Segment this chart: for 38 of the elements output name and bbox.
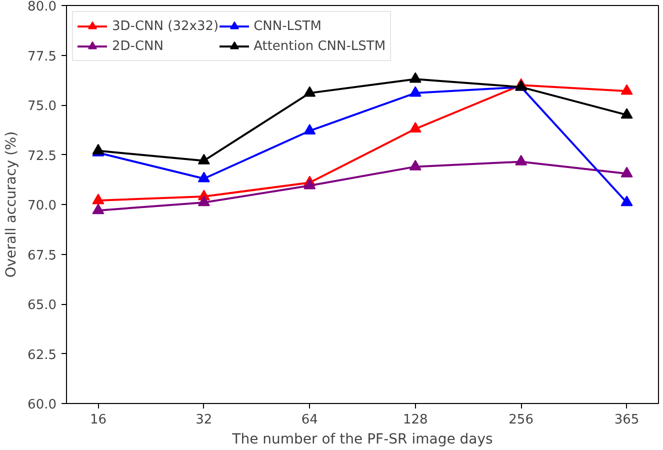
x-tick-label: 365 [614,412,640,428]
point [409,122,422,133]
y-tick-label: 72.5 [28,148,57,164]
y-axis-title: Overall accuracy (%) [4,131,20,278]
x-tick-label: 64 [301,412,318,428]
legend-label: 2D-CNN [112,38,164,54]
x-tick-label: 32 [196,412,212,428]
y-tick-label: 62.5 [28,348,57,363]
x-tick-label: 128 [402,412,428,428]
point [409,86,422,97]
x-axis-title: The number of the PF-SR image days [231,432,493,448]
point [304,86,316,97]
point [198,154,210,164]
point [515,154,528,166]
point [620,108,633,119]
y-tick-label: 70.0 [28,198,57,214]
y-tick-label: 67.5 [28,248,57,264]
y-tick-label: 60.0 [28,398,57,412]
legend-label: CNN-LSTM [254,18,322,34]
legend-label: 3D-CNN (32x32) [112,18,219,34]
point [409,160,422,170]
x-tick-label: 16 [90,412,106,428]
point [198,172,210,182]
point [620,166,633,178]
point [620,196,633,206]
x-tick-label: 256 [508,412,534,428]
point [409,72,422,83]
point [304,178,316,190]
y-tick-label: 77.5 [28,49,57,64]
point [620,84,633,95]
y-tick-label: 75.0 [28,99,57,114]
y-tick-label: 80.0 [28,0,57,14]
y-tick-label: 65.0 [28,298,57,313]
point [304,124,316,135]
point [198,196,210,206]
point [92,194,104,204]
point [92,204,104,214]
legend-label: Attention CNN-LSTM [254,38,386,54]
